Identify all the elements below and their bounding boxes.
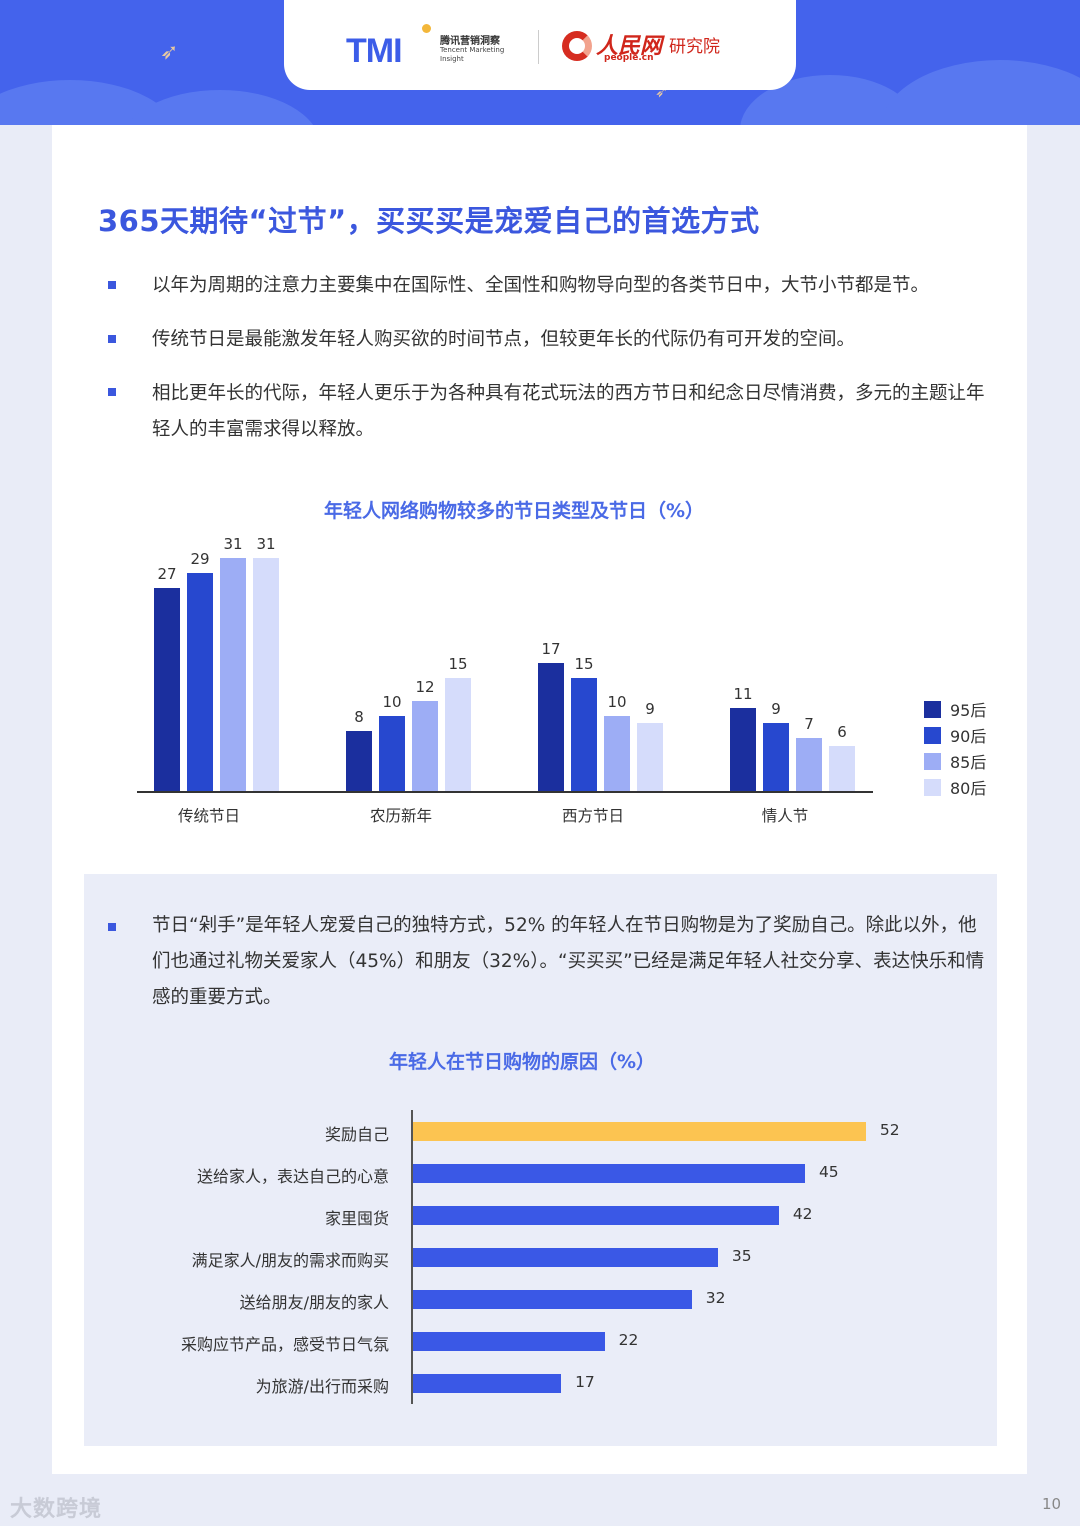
bar-value-label: 9 <box>771 700 781 719</box>
bar-value-label: 10 <box>382 692 402 711</box>
bar-value-label: 6 <box>837 722 847 741</box>
bar <box>571 678 597 791</box>
legend-swatch <box>924 726 941 744</box>
bullet-marker <box>108 335 116 343</box>
bullet-marker <box>108 923 116 931</box>
bar <box>187 572 213 791</box>
people-logo-text: 人民网 <box>596 33 663 59</box>
bar-value-label: 12 <box>415 677 435 696</box>
bar <box>413 1290 692 1309</box>
legend-label: 95后 <box>950 701 987 720</box>
tmi-logo: TMI <box>346 32 403 70</box>
legend-item: 95后 <box>924 699 987 720</box>
bar-value-label: 35 <box>731 1247 752 1265</box>
people-logo-icon <box>562 31 592 61</box>
page-number: 10 <box>1042 1495 1062 1513</box>
bullet-text: 传统节日是最能激发年轻人购买欲的时间节点，但较更年长的代际仍有可开发的空间。 <box>152 329 856 350</box>
bullet-marker <box>108 388 116 396</box>
bar-value-label: 22 <box>618 1331 639 1349</box>
people-url: people.cn <box>604 53 654 63</box>
legend-swatch <box>924 700 941 718</box>
bar <box>413 1248 718 1267</box>
bar-value-label: 45 <box>818 1163 839 1181</box>
bar-value-label: 32 <box>705 1289 726 1307</box>
bar-value-label: 9 <box>645 700 655 719</box>
tmi-name-cn: 腾讯营销洞察 <box>440 36 500 47</box>
legend-label: 85后 <box>950 753 987 772</box>
bar-value-label: 29 <box>190 549 210 568</box>
bullet-text: 节日“剁手”是年轻人宠爱自己的独特方式，52% 的年轻人在节日购物是为了奖励自己… <box>152 915 985 1008</box>
chart1-x-axis <box>137 791 873 793</box>
bar <box>413 1122 866 1141</box>
bar-value-label: 11 <box>733 685 753 704</box>
chart1-title: 年轻人网络购物较多的节日类型及节日（%） <box>324 500 705 522</box>
bar <box>412 700 438 791</box>
bar-value-label: 52 <box>879 1121 900 1139</box>
page-title: 365天期待“过节”，买买买是宠爱自己的首选方式 <box>98 204 760 238</box>
bullet-marker <box>108 281 116 289</box>
bar-value-label: 42 <box>792 1205 813 1223</box>
bar <box>346 730 372 791</box>
cloud-decoration <box>880 60 1080 125</box>
bar <box>538 663 564 791</box>
bar-value-label: 7 <box>804 715 814 734</box>
x-axis-label: 传统节日 <box>177 807 240 825</box>
bar-value-label: 27 <box>157 564 177 583</box>
cloud-decoration <box>120 90 320 125</box>
legend-label: 90后 <box>950 727 987 746</box>
bar <box>604 715 630 791</box>
bar-value-label: 31 <box>223 534 243 553</box>
bar <box>413 1374 562 1393</box>
tmi-logo-dot <box>422 24 431 33</box>
legend-swatch <box>924 778 941 796</box>
x-axis-label: 情人节 <box>761 807 809 825</box>
bar <box>413 1206 779 1225</box>
bar <box>637 723 663 791</box>
category-label: 采购应节产品，感受节日气氛 <box>180 1335 389 1354</box>
watermark-logo: 大数跨境 <box>10 1497 103 1522</box>
legend-label: 80后 <box>950 779 987 798</box>
bar <box>253 557 279 791</box>
bar-value-label: 8 <box>354 707 364 726</box>
bar <box>796 738 822 791</box>
category-label: 为旅游/出行而采购 <box>255 1377 389 1396</box>
bar-value-label: 15 <box>448 655 468 674</box>
category-label: 送给家人，表达自己的心意 <box>196 1167 389 1186</box>
bar <box>445 678 471 791</box>
bar <box>220 557 246 791</box>
bar <box>763 723 789 791</box>
x-axis-label: 农历新年 <box>369 807 432 825</box>
x-axis-label: 西方节日 <box>561 807 624 825</box>
bar-value-label: 31 <box>256 534 276 553</box>
legend-swatch <box>924 752 941 770</box>
chart2-title: 年轻人在节日购物的原因（%） <box>389 1051 656 1073</box>
bar-value-label: 10 <box>607 692 627 711</box>
bar-value-label: 15 <box>574 655 594 674</box>
category-label: 满足家人/朋友的需求而购买 <box>191 1251 389 1270</box>
bar-value-label: 17 <box>541 640 561 659</box>
people-institute: 研究院 <box>669 37 720 57</box>
bar <box>379 715 405 791</box>
logo-card: TMI 腾讯营销洞察 Tencent Marketing Insight 人民网… <box>284 0 796 90</box>
bar <box>730 708 756 791</box>
bar <box>413 1332 605 1351</box>
header-banner: ➶ ➶ TMI 腾讯营销洞察 Tencent Marketing Insight… <box>0 0 1080 125</box>
bar <box>829 745 855 791</box>
chart2-y-axis <box>411 1110 413 1404</box>
category-label: 送给朋友/朋友的家人 <box>239 1293 389 1312</box>
legend-item: 85后 <box>924 751 987 772</box>
bullet-text: 相比更年长的代际，年轻人更乐于为各种具有花式玩法的西方节日和纪念日尽情消费，多元… <box>152 383 985 440</box>
legend-item: 90后 <box>924 725 987 746</box>
tmi-name-en: Tencent Marketing Insight <box>440 46 505 63</box>
logo-divider <box>538 30 539 64</box>
bullet-text: 以年为周期的注意力主要集中在国际性、全国性和购物导向型的各类节日中，大节小节都是… <box>152 275 930 296</box>
bar-value-label: 17 <box>575 1373 595 1391</box>
bar <box>154 587 180 791</box>
bar <box>413 1164 805 1183</box>
category-label: 奖励自己 <box>324 1125 389 1144</box>
category-label: 家里囤货 <box>324 1209 389 1228</box>
legend-item: 80后 <box>924 777 987 798</box>
bird-icon: ➶ <box>160 40 179 65</box>
